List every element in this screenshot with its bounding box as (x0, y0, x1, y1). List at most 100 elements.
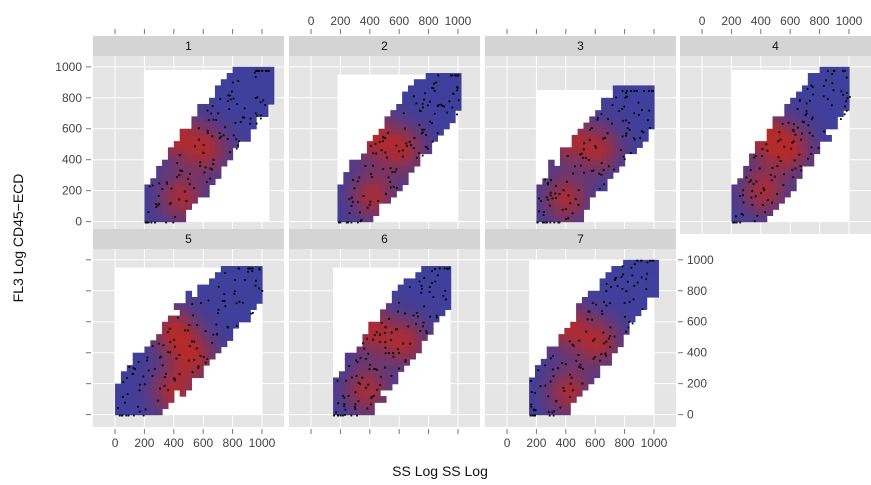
density-cell (587, 303, 595, 310)
density-cell (238, 272, 245, 280)
panel-1: 1 (93, 36, 284, 234)
data-point (371, 175, 373, 178)
density-cell (220, 97, 228, 105)
panel-strip-label: 6 (381, 232, 388, 246)
data-point (756, 214, 759, 217)
density-cell (203, 153, 210, 161)
density-cell (536, 215, 543, 223)
data-point (628, 128, 631, 131)
data-point (233, 290, 236, 293)
data-point (557, 367, 560, 370)
data-point (783, 145, 786, 148)
density-cell (167, 165, 175, 173)
density-cell (599, 321, 607, 329)
data-point (144, 408, 147, 411)
density-cell (261, 110, 269, 117)
x-axis-title: SS Log SS Log (392, 463, 488, 479)
data-point (800, 169, 803, 172)
data-point (549, 221, 552, 224)
density-cell (150, 190, 157, 198)
density-cell (444, 272, 452, 280)
density-cell (611, 340, 618, 348)
density-cell (156, 371, 163, 379)
density-cell (754, 178, 762, 186)
data-point (402, 149, 404, 152)
density-cell (403, 358, 411, 366)
data-point (199, 161, 202, 164)
data-point (345, 379, 348, 382)
density-cell (261, 91, 269, 99)
density-cell (554, 172, 561, 179)
data-point (345, 221, 348, 224)
density-cell (623, 278, 630, 286)
data-point (615, 277, 618, 279)
density-cell (197, 358, 204, 366)
density-cell (778, 196, 785, 204)
data-point (348, 365, 351, 367)
data-point (209, 167, 212, 170)
density-cell (427, 266, 434, 273)
density-cell (617, 278, 624, 286)
data-point (603, 342, 606, 345)
data-point (249, 117, 252, 120)
density-cell (623, 321, 630, 329)
density-cell (226, 296, 234, 304)
density-cell (397, 315, 405, 323)
data-point (565, 218, 568, 221)
data-point (178, 154, 181, 156)
data-point (157, 194, 160, 197)
density-cell (209, 278, 216, 286)
density-cell (437, 128, 444, 136)
panel-strip (289, 229, 480, 249)
data-point (628, 121, 630, 124)
density-cell (197, 371, 204, 379)
density-cell (372, 178, 380, 186)
density-cell (772, 178, 780, 186)
density-cell (577, 134, 585, 142)
data-point (412, 314, 415, 317)
data-point (178, 354, 181, 356)
data-point (625, 119, 627, 122)
density-cell (355, 196, 362, 204)
density-cell (250, 110, 257, 117)
data-point (567, 194, 570, 197)
density-cell (337, 203, 344, 210)
density-cell (267, 79, 275, 87)
density-cell (185, 358, 193, 366)
density-cell (115, 402, 122, 410)
density-cell (796, 147, 803, 155)
density-cell (209, 340, 216, 348)
density-cell (185, 165, 193, 173)
density-cell (552, 365, 560, 372)
density-cell (173, 147, 181, 155)
density-cell (529, 408, 536, 416)
x-tick-label: 200 (134, 436, 154, 450)
density-cell (391, 327, 399, 335)
density-cell (583, 196, 590, 204)
data-point (420, 291, 423, 294)
density-cell (413, 134, 421, 142)
density-cell (623, 309, 630, 317)
density-cell (138, 352, 146, 360)
data-point (533, 409, 536, 412)
density-cell (120, 383, 128, 391)
data-point (165, 372, 167, 375)
density-cell (559, 196, 567, 204)
density-cell (173, 178, 181, 186)
x-tick-label: 400 (751, 14, 771, 28)
density-cell (120, 396, 128, 403)
density-cell (384, 141, 391, 148)
density-cell (344, 408, 352, 416)
data-point (433, 82, 436, 85)
density-cell (238, 122, 245, 130)
data-point (258, 268, 261, 271)
density-cell (801, 97, 809, 105)
density-cell (425, 116, 433, 124)
data-point (739, 195, 741, 197)
density-cell (570, 389, 577, 397)
density-cell (256, 110, 263, 117)
data-point (132, 414, 135, 417)
data-point (410, 144, 412, 146)
density-cell (583, 190, 590, 198)
data-point (404, 359, 407, 362)
